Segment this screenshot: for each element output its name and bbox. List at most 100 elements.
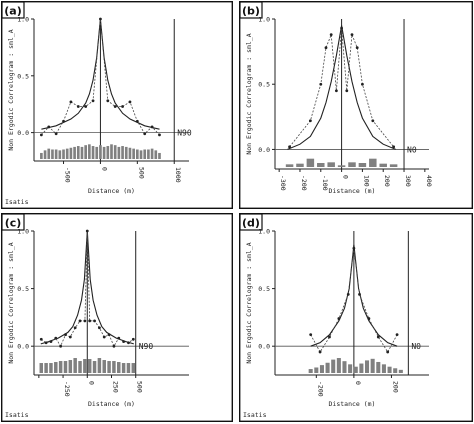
experimental-point — [78, 319, 82, 323]
x-axis-title: Distance (m) — [88, 187, 135, 195]
chart-panel: (a) 0.0 0.5 1.0 -500 0 500 1000 Non Ergodic Corr… — [0, 0, 234, 210]
x-tick-label: 100 — [362, 175, 370, 187]
x-tick-label: 0 — [354, 381, 362, 385]
pair-count-bar — [154, 150, 158, 159]
experimental-point — [93, 319, 96, 323]
pair-count-bar — [97, 358, 102, 373]
panel-label-box — [1, 1, 25, 19]
pair-count-bar — [336, 358, 341, 373]
y-tick-label: 0.5 — [17, 72, 29, 80]
x-tick-label: 200 — [391, 381, 399, 393]
pair-count-bar — [358, 163, 367, 167]
x-tick-label: -200 — [316, 381, 324, 397]
pair-count-bar — [143, 149, 147, 159]
experimental-point — [143, 132, 147, 136]
pair-count-bar — [314, 367, 319, 373]
experimental-point — [395, 333, 399, 337]
pair-count-bar — [285, 164, 294, 167]
pair-count-bar — [337, 165, 346, 167]
x-tick-label: 400 — [425, 175, 433, 187]
direction-label: N90 — [139, 342, 154, 351]
panel-frame — [238, 0, 474, 210]
pair-count-bar — [88, 144, 91, 159]
pair-count-bar — [319, 365, 324, 373]
experimental-point — [107, 333, 111, 337]
direction-label: N0 — [411, 342, 421, 351]
pair-count-bar — [158, 152, 161, 159]
footer-label: Isatis — [243, 411, 267, 419]
pair-count-bar — [43, 150, 47, 159]
y-tick-label: 1.0 — [258, 16, 270, 24]
experimental-point — [131, 337, 135, 341]
panel-label-box — [1, 213, 25, 231]
pair-count-bar — [102, 360, 106, 373]
pair-count-bar — [58, 361, 63, 373]
experimental-point — [361, 82, 364, 86]
pair-count-bar — [65, 148, 69, 159]
experimental-point — [350, 33, 354, 37]
panel-frame — [0, 212, 234, 423]
pair-count-bar — [376, 361, 381, 373]
experimental-point — [54, 132, 58, 136]
x-tick-label: 0 — [87, 381, 95, 385]
experimental-point — [308, 119, 312, 123]
pair-count-bar — [54, 362, 58, 373]
pair-count-bar — [364, 360, 370, 373]
x-axis-title: Distance (m) — [88, 400, 135, 408]
pair-count-bar — [331, 359, 336, 373]
pair-count-bar — [121, 146, 124, 159]
experimental-point — [102, 335, 106, 339]
x-tick-label: 200 — [383, 175, 391, 187]
experimental-point — [121, 105, 124, 108]
pair-count-bar — [296, 163, 304, 167]
x-tick-label: -500 — [64, 167, 72, 183]
panel-label: (c) — [5, 217, 22, 230]
panel-label-box — [239, 213, 263, 231]
pair-count-bar — [369, 158, 377, 167]
experimental-point — [135, 119, 139, 123]
pair-count-bar — [136, 149, 139, 159]
experimental-point — [64, 333, 67, 337]
experimental-point — [329, 33, 333, 37]
pair-count-bar — [348, 162, 356, 167]
pair-count-bar — [387, 366, 392, 373]
model-curve — [287, 25, 396, 150]
y-axis-title: Non Ergodic Correlogram : sml_A — [245, 242, 253, 363]
x-tick-label: 0 — [100, 167, 108, 171]
pair-count-bar — [308, 369, 313, 373]
pair-count-bar — [381, 364, 386, 373]
x-tick-label: 500 — [137, 167, 145, 179]
experimental-point — [318, 350, 322, 354]
pair-count-bar — [117, 146, 121, 159]
pair-count-bar — [110, 144, 113, 159]
experimental-point — [337, 317, 341, 320]
experimental-point — [73, 326, 77, 330]
pair-count-bar — [306, 158, 315, 167]
experimental-point — [112, 344, 116, 348]
pair-count-bar — [49, 363, 53, 373]
pair-count-bar — [398, 369, 403, 373]
experimental-point — [88, 319, 92, 323]
pair-count-bar — [348, 364, 353, 373]
x-tick-label: 300 — [404, 175, 412, 187]
experimental-point — [358, 292, 361, 296]
pair-count-bar — [51, 149, 54, 159]
pair-count-bar — [128, 147, 132, 159]
experimental-point — [68, 335, 72, 339]
y-tick-label: 0.0 — [17, 343, 29, 351]
y-axis-title: Non Ergodic Correlogram : sml_A — [7, 29, 15, 150]
experimental-point — [355, 46, 359, 50]
experimental-point — [44, 341, 48, 345]
experimental-point — [99, 17, 102, 21]
pair-count-bar — [393, 368, 398, 373]
experimental-point — [117, 336, 121, 340]
y-tick-label: 1.0 — [17, 16, 29, 24]
pair-count-bar — [99, 145, 102, 159]
experimental-point — [309, 333, 313, 337]
y-tick-label: 0.5 — [258, 285, 270, 293]
pair-count-bar — [124, 146, 128, 159]
y-tick-label: 0.5 — [17, 285, 29, 293]
experimental-point — [49, 340, 53, 343]
pair-count-bar — [47, 148, 51, 159]
